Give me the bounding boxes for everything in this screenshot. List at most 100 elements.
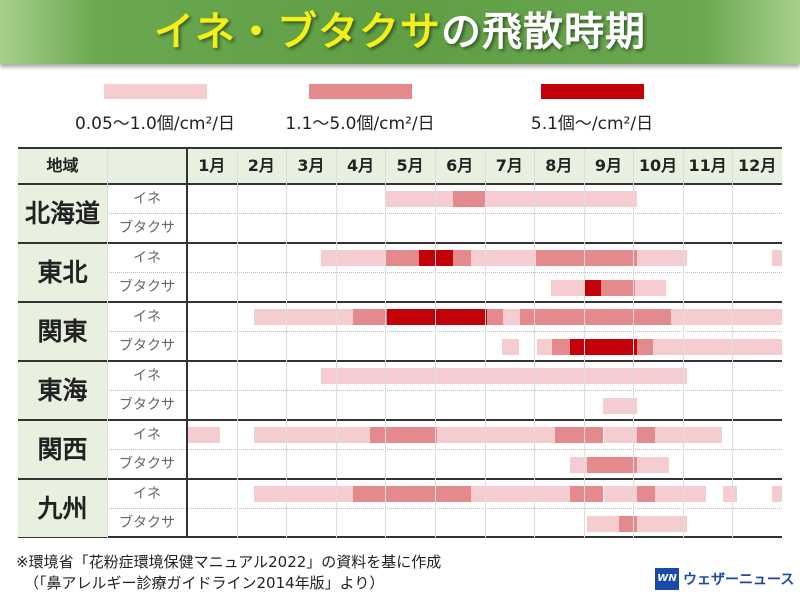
pollen-bar-low (470, 486, 570, 502)
pollen-bar-high (569, 338, 638, 355)
pollen-bar-low (637, 250, 687, 266)
region-name: 関東 (18, 303, 107, 360)
region-name: 九州 (18, 480, 107, 537)
header-month-5: 5月 (396, 156, 424, 175)
header-month-12: 12月 (738, 156, 777, 175)
pollen-bar-low (655, 427, 723, 443)
header-month-3: 3月 (297, 156, 325, 175)
month-divider (583, 149, 585, 538)
header-month-10: 10月 (638, 156, 678, 175)
month-divider (484, 149, 486, 538)
pollen-bar-low (485, 191, 638, 207)
region-row: 関東 イネ ブタクサ (18, 303, 782, 362)
month-divider (434, 149, 436, 538)
month-divider (236, 149, 238, 538)
species-ragweed-label: ブタクサ (119, 279, 175, 295)
bar-row-ragweed (187, 397, 782, 414)
row-divider (107, 390, 782, 391)
pollen-bar-low (772, 250, 782, 266)
header-month-8: 8月 (545, 156, 573, 175)
pollen-bar-low (253, 486, 354, 502)
species-ragweed-label: ブタクサ (119, 397, 175, 413)
header-month-9: 9月 (594, 156, 623, 175)
pollen-bar-low (586, 515, 620, 532)
bar-row-rice (187, 250, 782, 266)
pollen-bar-high (583, 279, 601, 296)
table-header: 地域 1月 2月 3月 4月 5月 6月 7月 8月 9月 10月 11月 12月 (18, 149, 782, 185)
pollen-bar-low (772, 486, 782, 502)
pollen-bar-mid (619, 515, 638, 532)
col-divider (107, 149, 108, 538)
row-divider (107, 213, 782, 214)
pollen-bar-low (550, 279, 584, 296)
region-row: 北海道 イネ ブタクサ (18, 185, 782, 244)
row-divider (107, 331, 782, 332)
pollen-bar-low (437, 427, 555, 443)
bar-row-ragweed (187, 338, 782, 355)
region-row: 東海 イネブタクサ (18, 362, 782, 421)
month-divider (286, 149, 288, 538)
pollen-bar-mid (353, 309, 387, 325)
pollen-bar-high (386, 309, 488, 325)
pollen-bar-low (722, 486, 738, 502)
pollen-bar-low (637, 456, 669, 473)
source-note: ※環境省「花粉症環境保健マニュアル2022」の資料を基に作成 （「鼻アレルギー診… (16, 552, 441, 594)
legend-swatch (308, 84, 412, 99)
legend-swatch (540, 84, 644, 99)
species-rice-label: イネ (133, 368, 161, 384)
pollen-bar-mid (453, 250, 472, 266)
pollen-bar-low (653, 338, 782, 355)
month-divider (682, 149, 684, 538)
species-ragweed-label: ブタクサ (119, 220, 175, 236)
month-divider (335, 149, 337, 538)
pollen-bar-mid (453, 191, 486, 207)
bar-row-ragweed (187, 515, 782, 532)
pollen-bar-mid (487, 309, 504, 325)
pollen-bar-mid (520, 309, 671, 325)
header-month-7: 7月 (495, 156, 523, 175)
bar-row-rice (187, 191, 782, 207)
month-divider (534, 149, 536, 538)
region-name: 関西 (18, 421, 107, 478)
species-ragweed-label: ブタクサ (119, 456, 175, 472)
bar-row-rice (187, 309, 782, 325)
header-month-11: 11月 (688, 156, 727, 175)
species-rice-label: イネ (133, 486, 161, 502)
pollen-calendar-table: 地域 1月 2月 3月 4月 5月 6月 7月 8月 9月 10月 11月 12月 北海道 イネ ブタクサ… (18, 147, 782, 538)
header-month-6: 6月 (446, 156, 474, 175)
region-name: 東海 (18, 362, 107, 419)
pollen-bar-low (537, 338, 552, 355)
pollen-bar-low (471, 250, 536, 266)
header-month-1: 1月 (198, 156, 226, 175)
pollen-bar-mid (353, 486, 471, 502)
pollen-bar-mid (637, 338, 654, 355)
pollen-bar-mid (600, 279, 635, 296)
pollen-bar-low (603, 486, 638, 502)
col-divider-strong (186, 149, 188, 538)
legend-label: 5.1個〜/cm²/日 (530, 114, 654, 134)
source-line-1: ※環境省「花粉症環境保健マニュアル2022」の資料を基に作成 (16, 553, 442, 571)
pollen-bar-low (569, 456, 587, 473)
species-rice-label: イネ (133, 191, 161, 207)
pollen-bar-low (603, 427, 638, 443)
row-divider (107, 508, 782, 509)
bar-row-rice (187, 368, 782, 384)
month-divider (385, 149, 387, 538)
row-divider (107, 272, 782, 273)
pollen-bar-low (502, 338, 520, 355)
bar-row-rice (187, 427, 782, 443)
pollen-bar-mid (535, 250, 638, 266)
pollen-bar-low (253, 427, 371, 443)
wn-logo-icon: WN (655, 568, 679, 590)
species-ragweed-label: ブタクサ (119, 515, 175, 531)
region-row: 関西 イネ ブタクサ (18, 421, 782, 480)
region-name: 東北 (18, 244, 107, 301)
pollen-bar-mid (386, 250, 420, 266)
pollen-bar-low (187, 427, 220, 443)
pollen-bar-mid (569, 486, 604, 502)
legend-item-high: 5.1個〜/cm²/日 (492, 84, 692, 134)
title-species: イネ・ブタクサ (154, 9, 441, 55)
pollen-bar-mid (637, 427, 656, 443)
pollen-bar-low (602, 397, 638, 414)
pollen-bar-mid (586, 456, 638, 473)
